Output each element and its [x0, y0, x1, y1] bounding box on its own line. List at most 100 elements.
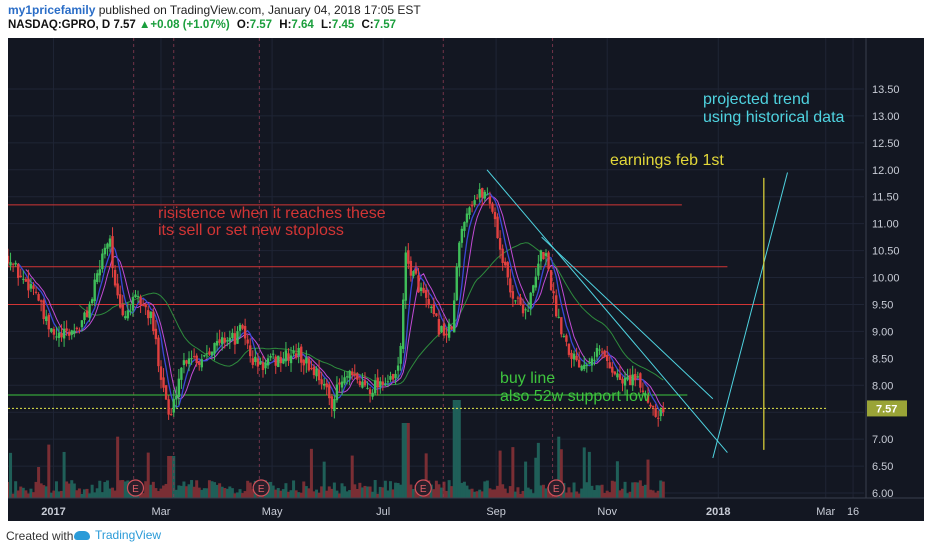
candle-body — [60, 333, 63, 338]
candle-body — [261, 362, 265, 371]
volume-bar — [544, 488, 548, 498]
volume-bar — [184, 486, 188, 498]
published-text: published on TradingView.com, January 04… — [98, 3, 421, 17]
candle-body — [34, 291, 38, 293]
volume-bar — [547, 486, 551, 498]
low-value: 7.45 — [331, 19, 355, 31]
high-value: 7.64 — [291, 19, 314, 31]
volume-bar — [605, 490, 609, 498]
candle-body — [152, 311, 155, 332]
volume-bar — [411, 489, 415, 498]
candle-body — [220, 337, 224, 345]
symbol-label[interactable]: NASDAQ:GPRO, D — [8, 19, 111, 31]
candle-body — [544, 253, 548, 256]
candle-body — [562, 335, 566, 337]
candle-body — [333, 399, 336, 412]
volume-bar — [636, 482, 640, 498]
candle-body — [590, 358, 594, 366]
candle-body — [218, 339, 221, 343]
candle-body — [205, 353, 209, 355]
candle-body — [644, 393, 647, 395]
up-arrow-icon: ▲ — [139, 19, 151, 31]
annotation-2: earnings feb 1st — [610, 152, 724, 169]
candle-body — [149, 311, 152, 318]
volume-bar — [284, 483, 288, 498]
earnings-marker-label: E — [132, 484, 139, 495]
volume-bar — [251, 489, 255, 498]
volume-bar — [524, 461, 528, 498]
volume-bar — [503, 488, 507, 498]
candle-body — [399, 345, 402, 364]
candle-body — [646, 395, 650, 403]
candle-body — [338, 382, 341, 385]
candle-body — [575, 355, 578, 361]
volume-bar — [641, 485, 645, 498]
candle-body — [486, 194, 489, 196]
candle-body — [47, 314, 50, 330]
candle-body — [580, 365, 583, 371]
volume-bar — [302, 481, 306, 498]
candle-body — [159, 366, 163, 380]
candle-body — [427, 298, 430, 306]
candle-body — [458, 242, 461, 268]
candle-body — [460, 228, 464, 243]
volume-bar — [659, 480, 663, 498]
volume-bar — [575, 491, 579, 498]
volume-bar — [34, 481, 38, 498]
volume-bar — [146, 452, 150, 498]
volume-bar — [297, 492, 301, 498]
candle-body — [417, 275, 420, 293]
candle-body — [440, 325, 443, 333]
candle-body — [560, 317, 563, 335]
volume-bar — [603, 493, 607, 498]
candle-body — [519, 297, 522, 305]
last-price-badge-label: 7.57 — [876, 403, 897, 415]
candle-body — [654, 408, 657, 417]
volume-bar — [401, 423, 405, 498]
candle-body — [228, 337, 232, 342]
candle-body — [22, 278, 25, 280]
earnings-marker-label: E — [258, 484, 265, 495]
price-tick-label: 11.00 — [872, 219, 899, 231]
ma-slow-line — [79, 242, 664, 386]
volume-bar — [478, 489, 482, 498]
candle-body — [256, 358, 260, 367]
candle-body — [116, 283, 119, 296]
volume-bar — [399, 484, 403, 498]
volume-bar — [274, 489, 278, 498]
candle-body — [353, 373, 356, 376]
volume-bar — [82, 489, 86, 498]
tradingview-logo[interactable]: TradingView — [74, 528, 161, 542]
candle-body — [422, 287, 425, 293]
candle-body — [289, 355, 293, 364]
volume-bar — [123, 481, 127, 498]
volume-bar — [585, 482, 589, 498]
candle-body — [312, 366, 316, 376]
candle-body — [203, 355, 206, 357]
volume-bar — [623, 481, 627, 498]
time-tick-label: 2018 — [706, 506, 730, 518]
volume-bar — [309, 448, 313, 498]
publisher-username[interactable]: my1pricefamily — [8, 3, 96, 17]
price-tick-label: 9.50 — [872, 299, 893, 311]
price-tick-label: 6.50 — [872, 461, 893, 473]
volume-bar — [67, 483, 71, 498]
candle-body — [379, 381, 382, 387]
candle-body — [639, 373, 642, 388]
volume-bar — [88, 493, 92, 498]
candle-body — [496, 216, 499, 239]
candle-body — [27, 278, 30, 291]
volume-bar — [350, 455, 354, 498]
volume-bar — [144, 481, 148, 498]
candle-body — [233, 333, 237, 345]
candle-body — [210, 351, 214, 356]
volume-bar — [70, 480, 74, 498]
candle-body — [455, 266, 458, 301]
candle-body — [297, 347, 300, 356]
chart-area[interactable]: E E E E projected trend using historical dat… — [8, 38, 924, 521]
volume-bar — [432, 489, 436, 498]
volume-bar — [322, 461, 326, 498]
volume-bar — [228, 486, 232, 498]
volume-bar — [332, 482, 336, 498]
